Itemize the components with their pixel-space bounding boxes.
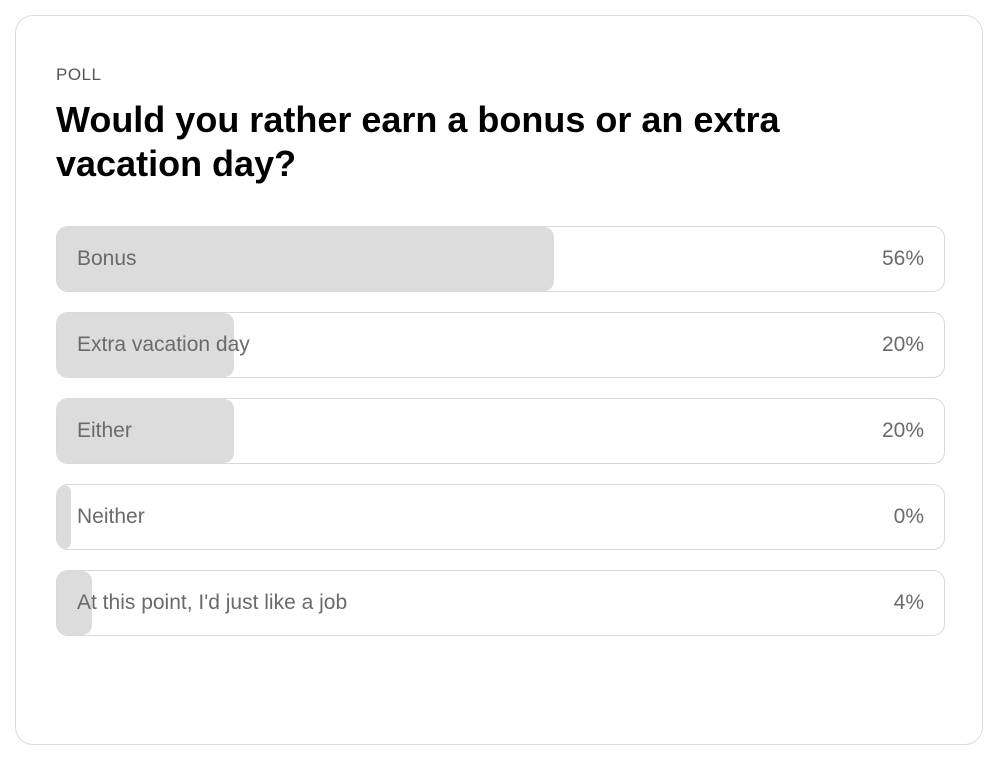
poll-option-label: Bonus [77, 247, 137, 270]
poll-option-fill [57, 227, 554, 291]
poll-option-either[interactable]: Either 20% [56, 398, 945, 464]
poll-option-label: Extra vacation day [77, 333, 250, 356]
poll-option-just-like-a-job[interactable]: At this point, I'd just like a job 4% [56, 570, 945, 636]
poll-options: Bonus 56% Extra vacation day 20% Either … [56, 226, 945, 656]
poll-option-percent: 56% [881, 247, 924, 270]
poll-option-fill [57, 399, 235, 463]
poll-option-percent: 0% [893, 505, 924, 528]
poll-option-fill [57, 313, 235, 377]
poll-option-extra-vacation-day[interactable]: Extra vacation day 20% [56, 312, 945, 378]
poll-label: POLL [56, 65, 102, 84]
poll-option-label: At this point, I'd just like a job [77, 591, 348, 614]
poll-option-label: Either [77, 419, 132, 442]
poll-option-percent: 20% [881, 333, 924, 356]
poll-option-percent: 4% [893, 591, 924, 614]
poll-option-label: Neither [77, 505, 145, 528]
poll-card: POLL Would you rather earn a bonus or an… [15, 15, 983, 745]
poll-option-neither[interactable]: Neither 0% [56, 484, 945, 550]
poll-option-bonus[interactable]: Bonus 56% [56, 226, 945, 292]
poll-option-percent: 20% [881, 419, 924, 442]
poll-question: Would you rather earn a bonus or an extr… [56, 99, 780, 184]
poll-option-fill [57, 485, 71, 549]
poll-option-fill [57, 571, 93, 635]
